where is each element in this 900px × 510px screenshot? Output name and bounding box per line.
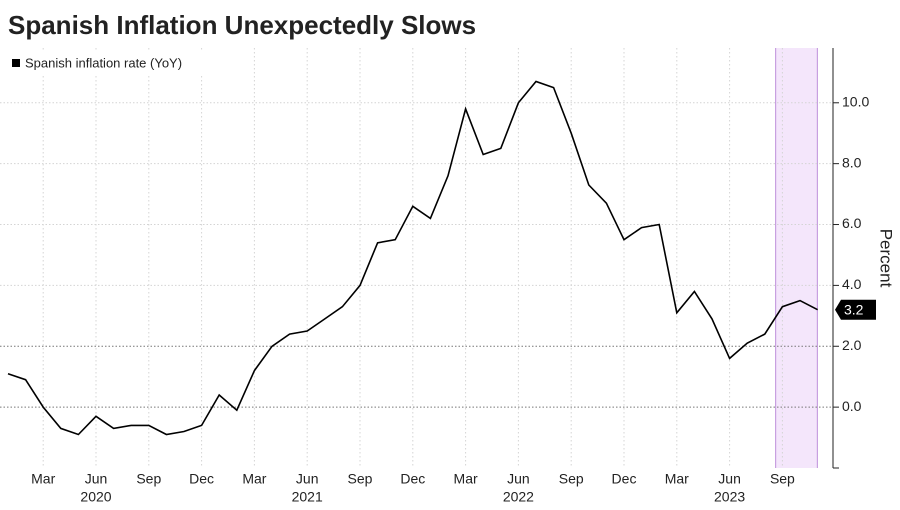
x-tick-label: Jun	[718, 471, 741, 487]
legend-box	[6, 52, 204, 76]
last-value-label: 3.2	[844, 301, 864, 317]
chart-title: Spanish Inflation Unexpectedly Slows	[8, 10, 476, 40]
x-tick-label: Jun	[507, 471, 530, 487]
x-tick-label: Sep	[770, 471, 795, 487]
x-tick-label: Jun	[85, 471, 108, 487]
y-tick-label: 6.0	[842, 215, 862, 231]
x-tick-label: Dec	[400, 471, 425, 487]
x-tick-label: Sep	[348, 471, 373, 487]
x-tick-label: Mar	[665, 471, 689, 487]
y-tick-label: 10.0	[842, 93, 869, 109]
x-year-label: 2023	[714, 489, 745, 505]
y-tick-label: 0.0	[842, 398, 862, 414]
highlight-band	[775, 48, 818, 468]
x-tick-label: Mar	[31, 471, 55, 487]
legend-label: Spanish inflation rate (YoY)	[25, 55, 182, 70]
x-tick-label: Sep	[559, 471, 584, 487]
x-tick-label: Dec	[612, 471, 637, 487]
x-tick-label: Mar	[454, 471, 478, 487]
y-axis-label: Percent	[877, 229, 896, 288]
y-tick-label: 8.0	[842, 154, 862, 170]
x-tick-label: Jun	[296, 471, 319, 487]
last-value-box	[835, 299, 876, 320]
legend: Spanish inflation rate (YoY)	[6, 52, 204, 76]
x-year-label: 2022	[503, 489, 534, 505]
x-year-label: 2020	[80, 489, 111, 505]
x-year-label: 2021	[292, 489, 323, 505]
x-tick-label: Sep	[136, 471, 161, 487]
y-tick-label: 2.0	[842, 337, 862, 353]
x-tick-label: Dec	[189, 471, 214, 487]
legend-swatch	[12, 59, 20, 67]
data-line	[7, 80, 818, 436]
x-tick-label: Mar	[242, 471, 266, 487]
y-tick-label: 4.0	[842, 276, 862, 292]
